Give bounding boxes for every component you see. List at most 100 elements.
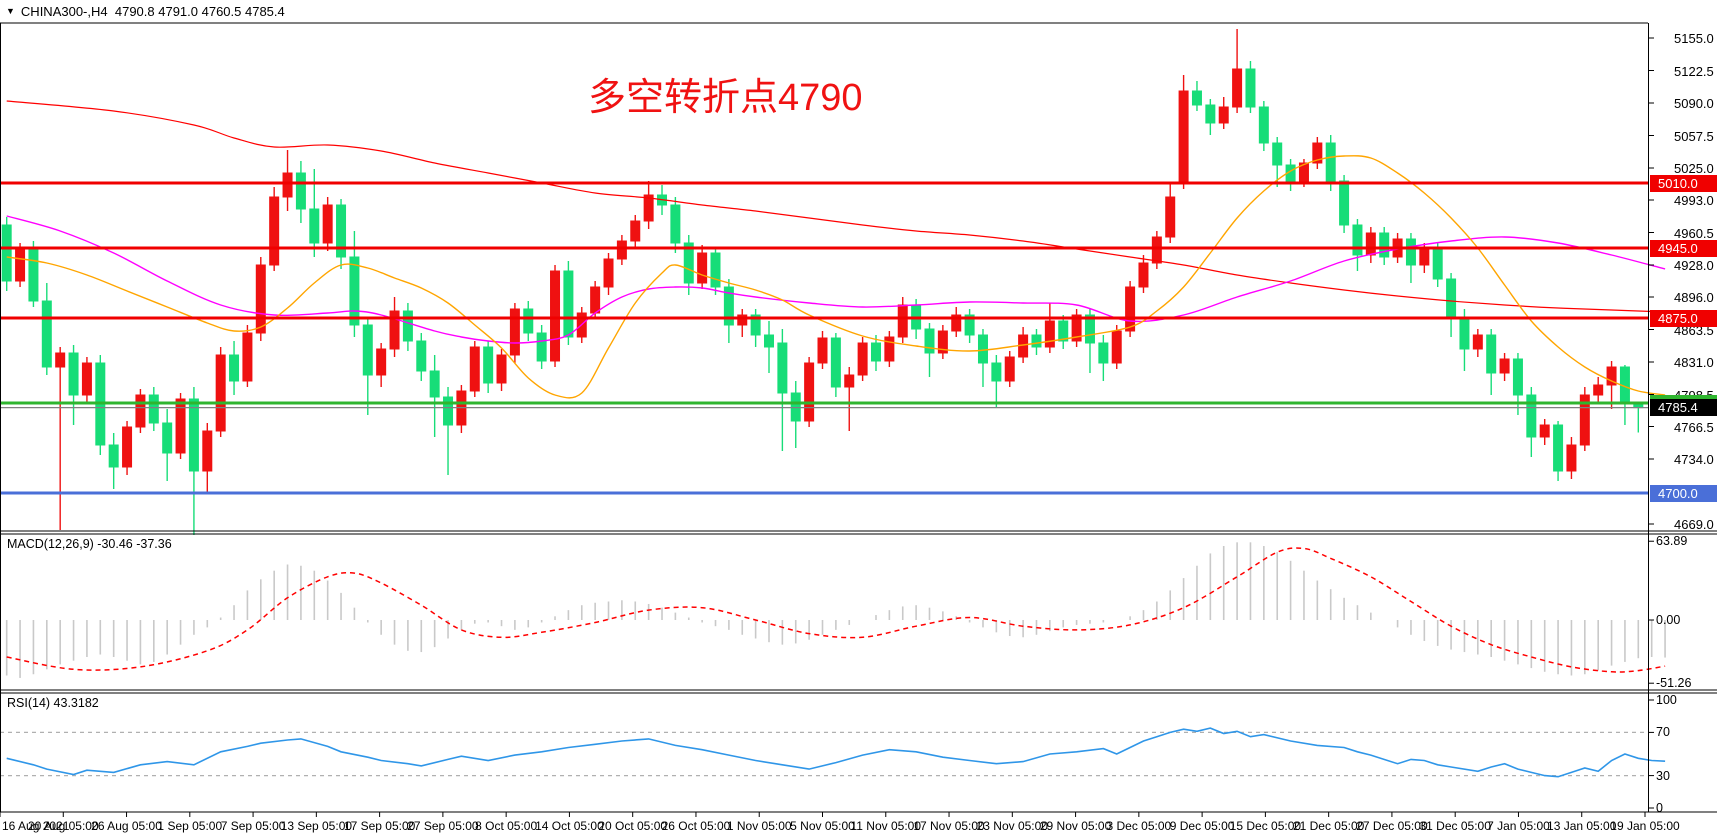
candle-up[interactable]: [242, 332, 253, 382]
candle-up[interactable]: [951, 314, 962, 332]
candle-up[interactable]: [1539, 424, 1550, 438]
candle-down[interactable]: [1245, 68, 1256, 108]
candle-down[interactable]: [710, 252, 721, 288]
candle-up[interactable]: [550, 270, 561, 362]
candle-down[interactable]: [977, 334, 988, 364]
macd-panel[interactable]: [0, 534, 1648, 690]
candle-down[interactable]: [870, 342, 881, 362]
candle-down[interactable]: [362, 324, 373, 376]
candle-up[interactable]: [81, 362, 92, 396]
candle-up[interactable]: [1138, 262, 1149, 288]
candle-up[interactable]: [1499, 358, 1510, 374]
candle-down[interactable]: [68, 352, 79, 396]
candle-down[interactable]: [750, 314, 761, 336]
candle-down[interactable]: [991, 362, 1002, 382]
candle-down[interactable]: [670, 204, 681, 244]
candle-up[interactable]: [1165, 196, 1176, 238]
candle-down[interactable]: [964, 314, 975, 336]
candle-down[interactable]: [1553, 424, 1564, 472]
candle-down[interactable]: [536, 332, 547, 362]
candle-up[interactable]: [817, 337, 828, 364]
candle-down[interactable]: [1084, 314, 1095, 344]
candle-down[interactable]: [924, 328, 935, 354]
candle-down[interactable]: [764, 334, 775, 348]
candle-down[interactable]: [483, 346, 494, 384]
candle-down[interactable]: [1191, 90, 1202, 106]
candle-up[interactable]: [737, 314, 748, 326]
candle-up[interactable]: [1151, 236, 1162, 264]
candle-down[interactable]: [1379, 232, 1390, 258]
candle-up[interactable]: [643, 194, 654, 222]
candle-down[interactable]: [229, 354, 240, 382]
candle-up[interactable]: [175, 398, 186, 454]
candle-down[interactable]: [336, 204, 347, 258]
candle-down[interactable]: [162, 422, 173, 454]
candle-down[interactable]: [41, 300, 52, 368]
candle-down[interactable]: [349, 256, 360, 326]
candle-down[interactable]: [108, 444, 119, 468]
candle-up[interactable]: [202, 430, 213, 472]
candle-down[interactable]: [830, 337, 841, 388]
rsi-panel[interactable]: [0, 693, 1648, 812]
candle-down[interactable]: [1486, 334, 1497, 374]
candle-up[interactable]: [1312, 142, 1323, 164]
candle-up[interactable]: [603, 258, 614, 288]
candle-up[interactable]: [1606, 366, 1617, 386]
candle-down[interactable]: [416, 340, 427, 372]
candle-up[interactable]: [1593, 384, 1604, 396]
candle-down[interactable]: [1405, 238, 1416, 266]
candle-down[interactable]: [188, 398, 199, 472]
candle-down[interactable]: [295, 172, 306, 210]
candle-up[interactable]: [376, 348, 387, 376]
candle-up[interactable]: [1111, 330, 1122, 364]
candle-down[interactable]: [523, 308, 534, 334]
candle-down[interactable]: [1258, 106, 1269, 144]
candle-up[interactable]: [616, 240, 627, 260]
candle-up[interactable]: [884, 336, 895, 362]
candle-down[interactable]: [429, 370, 440, 398]
candle-up[interactable]: [269, 196, 280, 266]
candle-down[interactable]: [402, 310, 413, 342]
candle-up[interactable]: [1004, 356, 1015, 382]
candle-down[interactable]: [1, 224, 12, 282]
candle-down[interactable]: [1272, 142, 1283, 166]
candle-up[interactable]: [1232, 68, 1243, 108]
candle-up[interactable]: [1125, 286, 1136, 332]
candle-up[interactable]: [1178, 90, 1189, 182]
candle-up[interactable]: [282, 172, 293, 198]
candle-up[interactable]: [1566, 444, 1577, 472]
candle-down[interactable]: [723, 286, 734, 326]
candle-up[interactable]: [1472, 334, 1483, 350]
candle-down[interactable]: [1098, 342, 1109, 364]
candle-down[interactable]: [1058, 320, 1069, 342]
candle-down[interactable]: [148, 394, 159, 424]
candle-up[interactable]: [804, 362, 815, 422]
candle-up[interactable]: [1071, 314, 1082, 342]
candle-down[interactable]: [1325, 142, 1336, 182]
candle-up[interactable]: [322, 204, 333, 244]
symbol-dropdown-icon[interactable]: ▼: [6, 6, 15, 16]
candle-down[interactable]: [1352, 224, 1363, 256]
candle-up[interactable]: [469, 346, 480, 392]
candle-up[interactable]: [857, 342, 868, 376]
candle-up[interactable]: [122, 426, 133, 468]
candle-up[interactable]: [937, 330, 948, 354]
candle-down[interactable]: [443, 396, 454, 426]
candle-down[interactable]: [1526, 394, 1537, 438]
candle-up[interactable]: [1298, 162, 1309, 182]
candle-down[interactable]: [309, 208, 320, 244]
candle-up[interactable]: [1044, 320, 1055, 348]
candle-down[interactable]: [1512, 358, 1523, 396]
candle-up[interactable]: [135, 394, 146, 428]
candle-up[interactable]: [697, 252, 708, 284]
candle-down[interactable]: [1205, 104, 1216, 124]
candle-up[interactable]: [389, 310, 400, 350]
candle-down[interactable]: [777, 342, 788, 394]
candle-up[interactable]: [1218, 106, 1229, 124]
candle-down[interactable]: [1031, 334, 1042, 348]
candle-up[interactable]: [255, 264, 266, 334]
candle-up[interactable]: [496, 354, 507, 384]
candle-up[interactable]: [844, 374, 855, 388]
candle-up[interactable]: [215, 354, 226, 432]
